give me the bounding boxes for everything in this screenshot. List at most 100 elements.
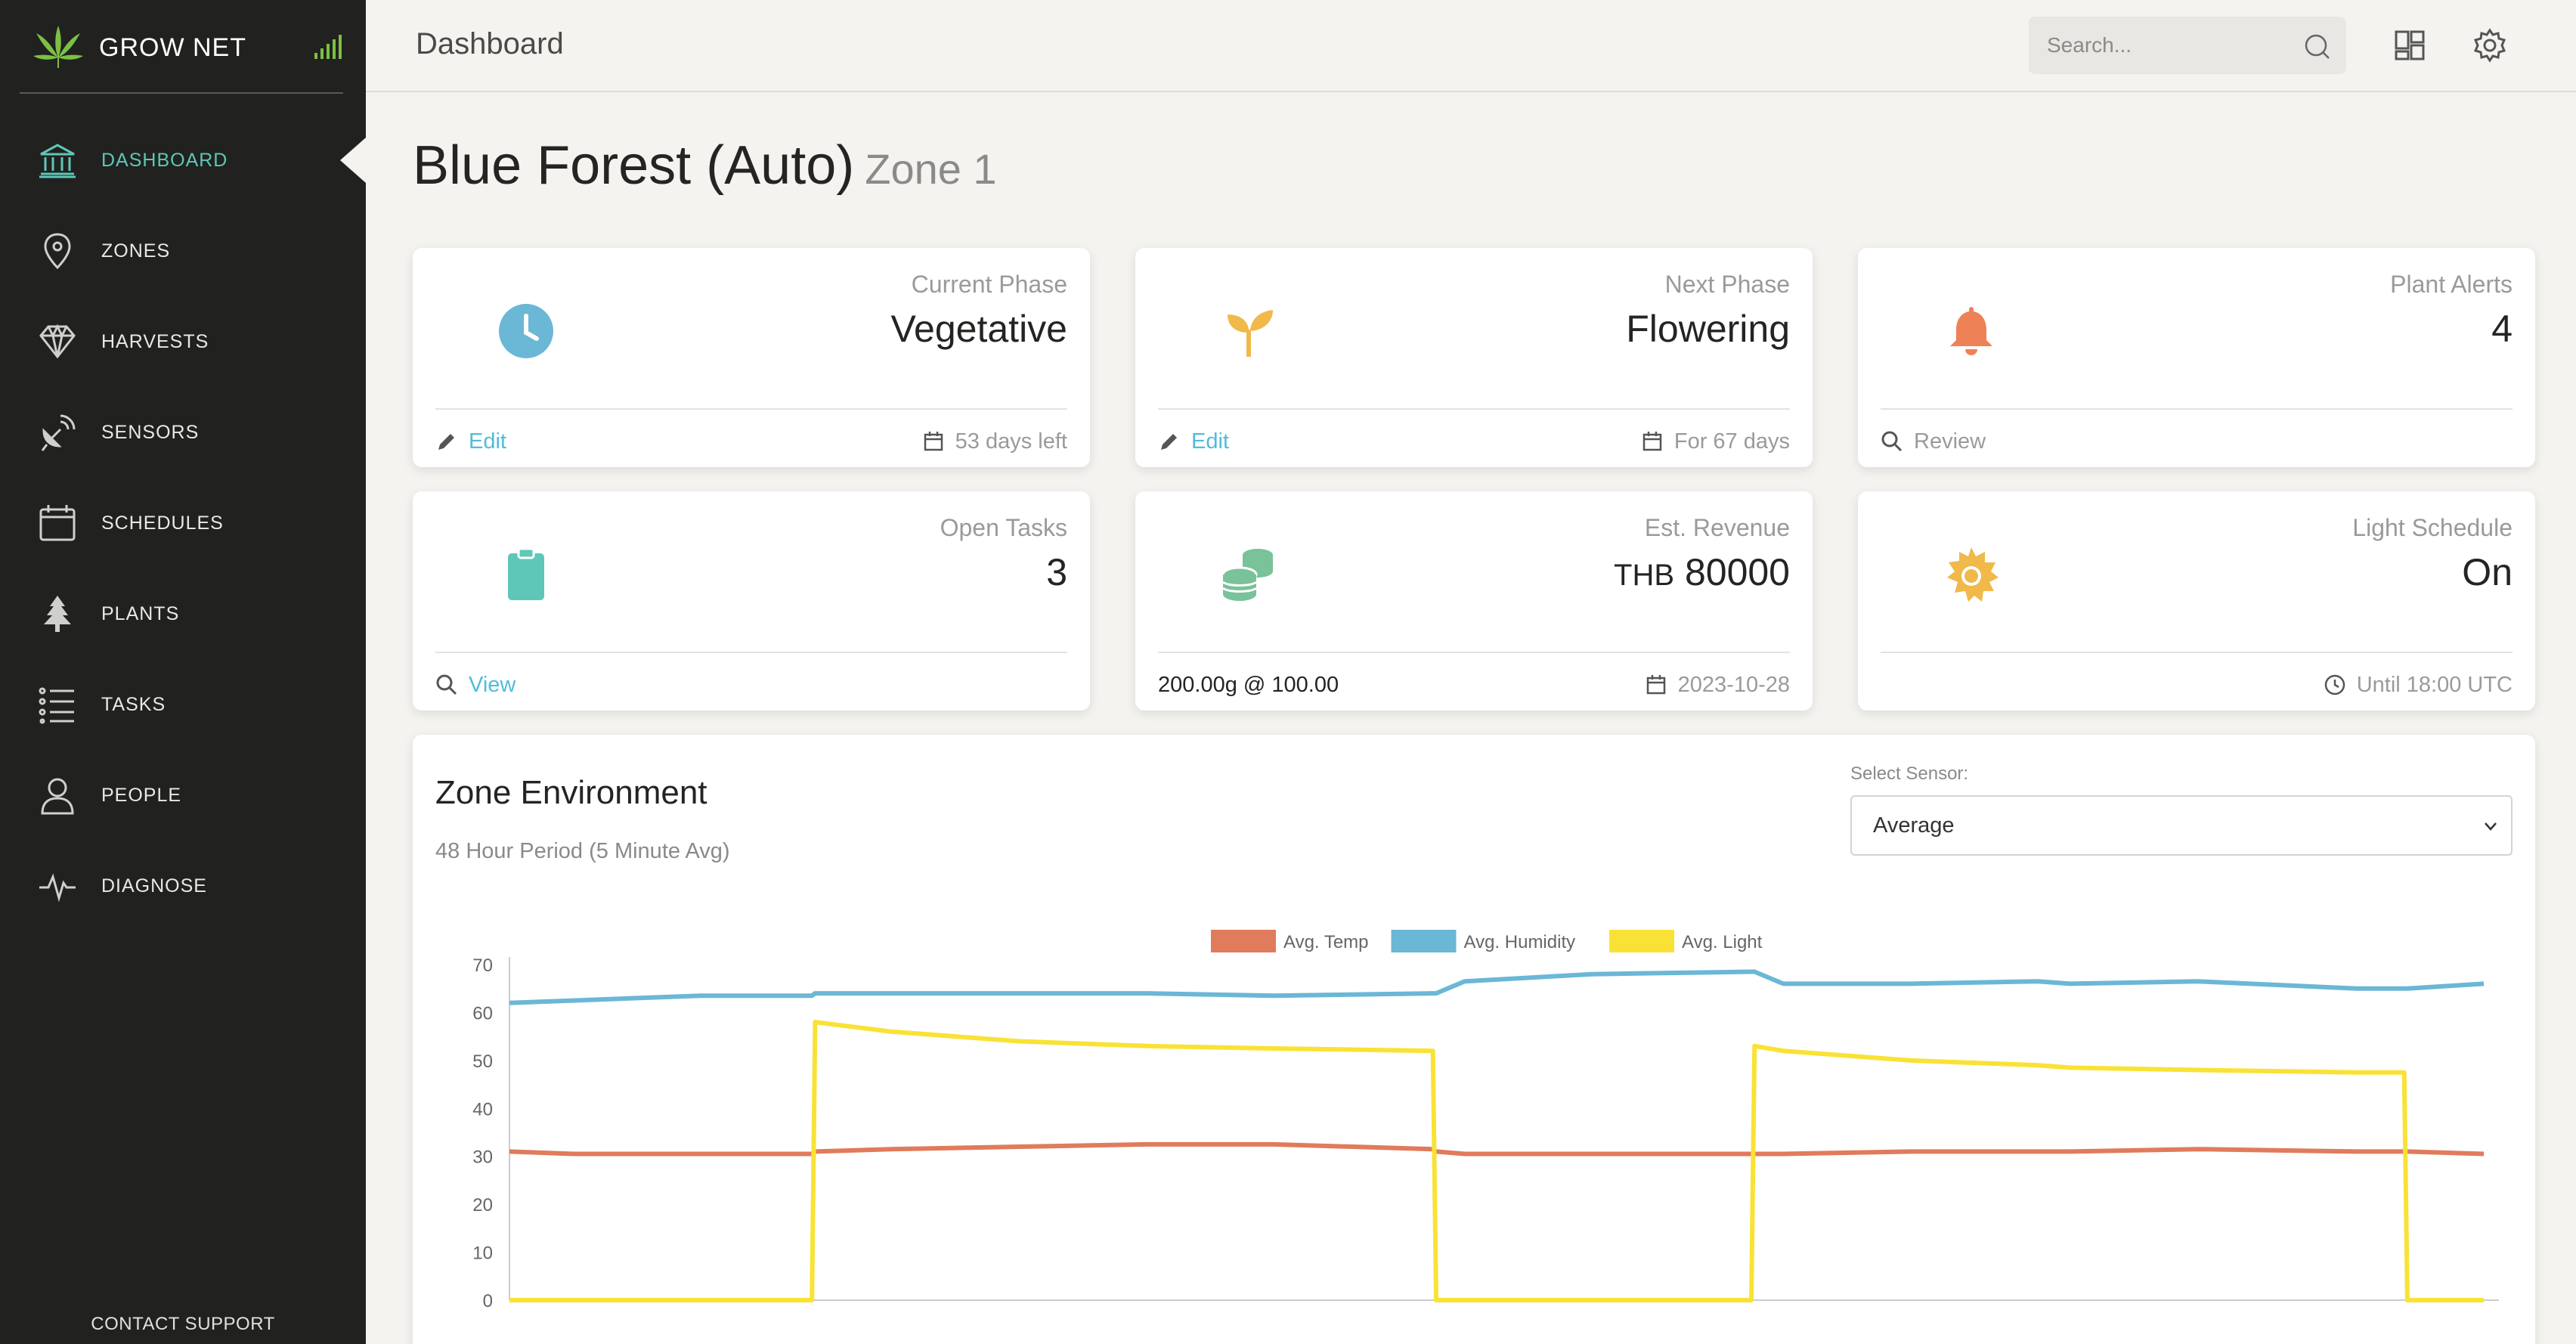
clipboard-icon [508,547,544,600]
chart-title: Zone Environment [435,774,707,811]
sidebar-item-diagnose[interactable]: DIAGNOSE [0,841,366,931]
list-icon [38,685,77,724]
series-line [509,969,2485,1005]
series-line [509,1141,2485,1157]
light-schedule-card: Light Schedule On Until 18:00 UTC [1858,491,2535,711]
sidebar-item-label: PEOPLE [101,784,182,806]
revenue-amount: 80000 [1684,551,1790,593]
legend-swatch [1211,930,1276,952]
card-value: Flowering [1626,308,1790,350]
series-line [509,1020,2484,1302]
clock-icon [2324,674,2345,695]
card-value: 3 [1046,551,1067,593]
brand-title: GROW NET [99,33,246,62]
sidebar: GROW NET DASHBOARD ZONES HARVESTS [0,0,366,1344]
card-value: 4 [2491,308,2513,350]
sidebar-item-sensors[interactable]: SENSORS [0,387,366,478]
card-category: Open Tasks [940,514,1067,541]
pencil-icon [438,434,454,450]
calendar-icon [1643,432,1662,451]
card-meta: Until 18:00 UTC [2324,671,2513,698]
days-left-text: 53 days left [955,429,1067,454]
sensor-select-value: Average [1873,813,1955,838]
page-title: Dashboard [416,27,564,60]
review-alerts-link[interactable]: Review [1881,428,1986,455]
zone-heading: Blue Forest (Auto) Zone 1 [413,135,997,197]
sidebar-item-label: SCHEDULES [101,512,224,534]
sidebar-item-label: TASKS [101,693,166,715]
card-category: Plant Alerts [2390,271,2513,298]
search-icon [1881,431,1903,452]
y-tick-label: 0 [483,1291,493,1311]
environment-chart: 0 10 20 30 40 50 60 70 Avg. Temp Avg. Humidity Avg… [472,930,2499,1311]
light-until-text: Until 18:00 UTC [2356,672,2513,697]
sidebar-item-zones[interactable]: ZONES [0,206,366,296]
card-category: Est. Revenue [1644,514,1790,541]
card-divider [435,652,1067,653]
card-divider [1158,652,1790,653]
card-divider [1158,408,1790,410]
revenue-detail: 200.00g @ 100.00 [1158,672,1339,697]
y-tick-label: 40 [472,1099,493,1119]
duration-text: For 67 days [1673,429,1790,454]
legend-label: Avg. Humidity [1464,932,1576,952]
view-tasks-link[interactable]: View [435,671,516,698]
zone-label: Zone 1 [865,145,997,193]
pulse-icon [38,866,77,906]
gear-icon[interactable] [2472,27,2508,63]
tree-icon [38,594,77,633]
edit-phase-link[interactable]: Edit [435,428,506,455]
legend-label: Avg. Light [1682,932,1763,952]
card-value: Vegetative [890,308,1067,350]
harvest-date-text: 2023-10-28 [1677,672,1790,697]
card-divider [1881,408,2513,410]
plant-alerts-card: Plant Alerts 4 Review [1858,248,2535,467]
person-icon [38,776,77,815]
card-category: Light Schedule [2352,514,2513,541]
zone-name: Blue Forest (Auto) [413,135,855,196]
sidebar-item-tasks[interactable]: TASKS [0,659,366,750]
card-category: Current Phase [911,271,1067,298]
sidebar-item-label: PLANTS [101,602,180,624]
card-divider [1881,652,2513,653]
sidebar-item-people[interactable]: PEOPLE [0,750,366,841]
calendar-icon [924,432,943,451]
pencil-icon [1161,434,1177,450]
card-category: Next Phase [1664,271,1790,298]
chevron-down-icon [2485,822,2497,831]
sidebar-item-plants[interactable]: PLANTS [0,568,366,659]
card-meta: 53 days left [922,428,1067,455]
bell-icon [1950,307,1992,355]
sidebar-item-harvests[interactable]: HARVESTS [0,296,366,387]
chart-subtitle: 48 Hour Period (5 Minute Avg) [435,839,730,863]
search-icon[interactable] [2302,32,2331,60]
topbar: Dashboard [366,0,2576,92]
cannabis-leaf-icon [33,26,83,68]
sidebar-item-label: ZONES [101,240,171,262]
sidebar-item-label: DIAGNOSE [101,875,207,897]
calendar-icon [1646,675,1665,695]
sun-icon [1947,547,1999,602]
sensor-select[interactable]: Average [1850,795,2513,856]
edit-link-label: Edit [1191,429,1229,454]
search-input[interactable] [2029,17,2286,74]
edit-next-phase-link[interactable]: Edit [1158,428,1229,455]
bank-icon [38,141,77,180]
contact-support-link[interactable]: CONTACT SUPPORT [91,1314,275,1334]
sidebar-item-schedules[interactable]: SCHEDULES [0,478,366,568]
y-tick-label: 50 [472,1051,493,1072]
legend-swatch [1609,930,1674,952]
card-value: THB 80000 [1614,550,1790,594]
est-revenue-card: Est. Revenue THB 80000 200.00g @ 100.00 … [1135,491,1813,711]
layout-grid-icon[interactable] [2392,27,2428,63]
sidebar-item-label: DASHBOARD [101,149,228,171]
card-divider [435,408,1067,410]
clock-icon [499,304,553,358]
sidebar-item-dashboard[interactable]: DASHBOARD [0,115,366,206]
legend-label: Avg. Temp [1283,932,1369,952]
review-link-label: Review [1914,429,1986,454]
y-tick-label: 70 [472,955,493,976]
satellite-dish-icon [38,413,77,452]
y-tick-label: 10 [472,1243,493,1264]
current-phase-card: Current Phase Vegetative Edit 53 days le… [413,248,1090,467]
